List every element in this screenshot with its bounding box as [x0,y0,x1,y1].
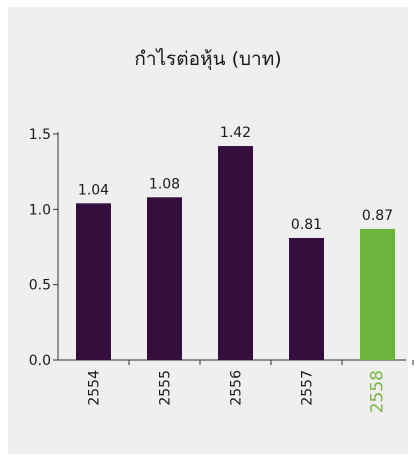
bar [360,228,395,360]
y-tick-label: 1.5 [29,127,51,143]
bar [147,197,182,360]
value-label: 0.81 [291,217,322,233]
bar [76,203,111,360]
x-tick-label: 2558 [368,370,388,413]
y-tick-label: 0.0 [29,353,51,369]
value-label: 0.87 [362,208,393,224]
y-tick-label: 0.5 [29,278,51,294]
value-label: 1.08 [149,176,180,192]
x-tick-label: 2557 [300,370,316,406]
x-tick-label: 2555 [158,370,174,406]
y-tick-label: 1.0 [29,202,51,218]
bar [218,146,253,360]
value-label: 1.42 [220,125,251,141]
value-label: 1.04 [78,182,109,198]
bar [289,237,324,360]
chart-title: กำไรต่อหุ้น (บาท) [134,48,282,70]
x-tick-label: 2554 [87,370,103,406]
x-tick-label: 2556 [229,370,245,406]
chart-card [8,7,408,454]
